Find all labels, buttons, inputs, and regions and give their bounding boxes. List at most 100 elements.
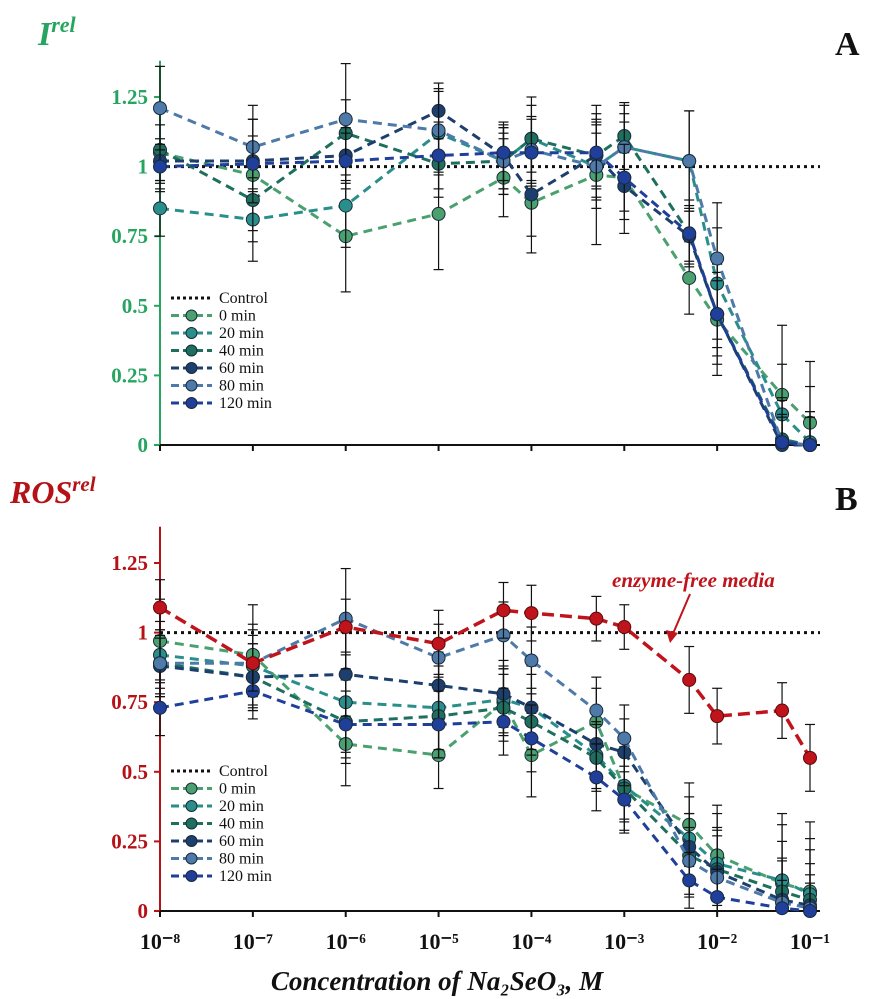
y-tick-label: 1 [138, 621, 149, 645]
data-point [524, 145, 539, 160]
panel-a-series [153, 62, 817, 452]
series-line [159, 661, 811, 902]
data-point [803, 438, 817, 452]
data-point [338, 717, 353, 732]
data-point [775, 435, 790, 450]
data-point [431, 717, 446, 732]
series-line [159, 653, 811, 896]
x-tick-label: 10⁻² [697, 929, 738, 954]
data-point [153, 201, 167, 216]
data-point [524, 606, 539, 621]
legend-item: 60 min [171, 360, 264, 377]
data-point [710, 307, 725, 322]
y-tick-label: 0.75 [111, 224, 148, 248]
x-axis-label: Concentration of Na₂SeO₃, M [271, 966, 604, 996]
legend-label: 20 min [219, 798, 264, 815]
legend-label: 0 min [219, 308, 256, 325]
data-point [496, 603, 511, 618]
legend-label: 20 min [219, 325, 264, 342]
legend-label: 40 min [219, 816, 264, 833]
data-point [524, 731, 539, 746]
data-point [431, 636, 446, 651]
data-point [524, 653, 539, 668]
legend-marker [185, 379, 198, 392]
series-line [159, 151, 812, 424]
enzyme-free-line [159, 605, 812, 759]
legend-marker [185, 817, 198, 830]
data-point [682, 154, 697, 169]
legend-item: Control [171, 763, 268, 780]
y-tick-label: 1.25 [111, 551, 148, 575]
legend-marker [185, 800, 198, 812]
legend-item: 80 min [171, 378, 264, 395]
panel-a-axes: 0 0.25 0.5 0.75 1 1.25 [111, 60, 820, 457]
data-point [803, 904, 817, 918]
legend-marker [185, 835, 198, 847]
data-point [589, 770, 604, 785]
data-point [682, 270, 697, 285]
data-point [431, 148, 446, 163]
legend-label: 80 min [219, 378, 264, 395]
legend-label: 80 min [219, 851, 264, 868]
x-tick-label: 10⁻⁶ [326, 929, 367, 954]
x-tick-label: 10⁻⁵ [418, 929, 459, 954]
legend-item: 40 min [171, 816, 264, 833]
x-tick-label: 10⁻⁷ [233, 929, 274, 954]
enzyme-free-annotation: enzyme-free media [612, 568, 775, 592]
legend-marker [185, 852, 198, 865]
legend-marker [185, 870, 198, 882]
legend-item: 0 min [171, 308, 256, 325]
panel-b-ylabel: ROSrel [9, 472, 96, 510]
data-point [710, 709, 725, 724]
data-point [710, 890, 725, 905]
panel-a-ylabel: Irel [37, 12, 77, 53]
data-point [496, 145, 511, 160]
data-point [617, 792, 632, 807]
enzyme-free-arrow [671, 593, 691, 637]
legend-marker [185, 309, 198, 322]
legend-marker [185, 782, 198, 795]
y-tick-label: 0.75 [111, 690, 148, 714]
series-line [159, 131, 811, 447]
data-point [775, 901, 790, 916]
data-point [803, 750, 817, 765]
data-point [338, 154, 353, 169]
series-line [159, 689, 811, 913]
data-point [153, 159, 167, 174]
y-tick-label: 1.25 [111, 85, 148, 109]
data-point [617, 170, 632, 185]
legend-label: Control [219, 290, 268, 307]
legend-label: 60 min [219, 360, 264, 377]
data-point [245, 656, 260, 671]
data-point [682, 672, 697, 687]
panel-b-enzyme-free-series [153, 579, 817, 792]
data-point [496, 714, 511, 729]
legend-label: Control [219, 763, 268, 780]
legend-item: Control [171, 290, 268, 307]
series-120-min [153, 662, 817, 918]
panel-b-letter: B [835, 481, 858, 518]
legend-item: 0 min [171, 781, 256, 798]
legend-marker [185, 397, 198, 409]
y-tick-label: 0.25 [111, 363, 148, 387]
data-point [338, 198, 353, 213]
legend-label: 120 min [219, 868, 272, 885]
legend-item: 20 min [171, 798, 264, 815]
series-line [159, 664, 811, 907]
series-line [159, 106, 811, 447]
y-tick-label: 0 [138, 433, 149, 457]
data-point [617, 620, 632, 635]
data-point [682, 226, 697, 241]
legend-label: 0 min [219, 781, 256, 798]
y-tick-label: 0.5 [122, 760, 148, 784]
x-tick-label: 10⁻³ [604, 929, 645, 954]
data-point [589, 611, 604, 626]
data-point [245, 156, 260, 171]
y-tick-label: 0 [138, 899, 149, 923]
x-tick-label: 10⁻⁴ [511, 929, 552, 954]
legend-label: 60 min [219, 833, 264, 850]
data-point [153, 700, 167, 715]
